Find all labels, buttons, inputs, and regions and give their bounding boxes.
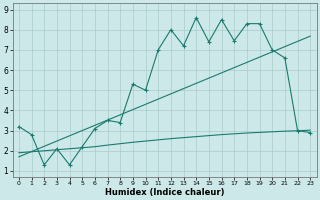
X-axis label: Humidex (Indice chaleur): Humidex (Indice chaleur) xyxy=(105,188,224,197)
